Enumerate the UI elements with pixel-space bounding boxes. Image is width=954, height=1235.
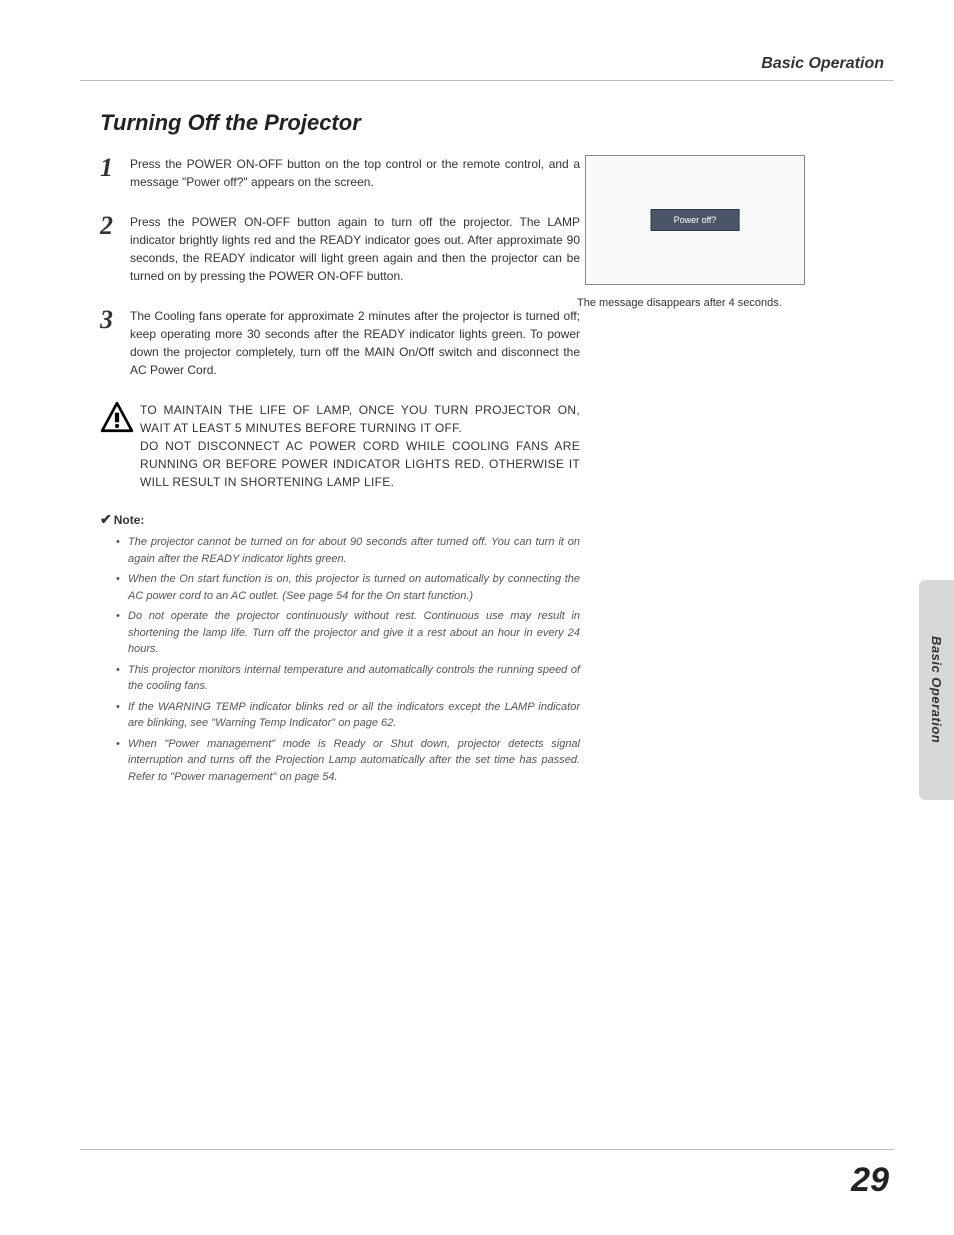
warning-line-2: DO NOT DISCONNECT AC POWER CORD WHILE CO… — [140, 439, 580, 489]
note-item: If the WARNING TEMP indicator blinks red… — [128, 699, 580, 732]
step-number: 3 — [100, 307, 130, 379]
figure: Power off? The message disappears after … — [575, 155, 815, 309]
note-heading-text: Note: — [114, 513, 145, 527]
note-item: Do not operate the projector continuousl… — [128, 608, 580, 658]
step-text: Press the POWER ON-OFF button on the top… — [130, 155, 580, 191]
header-section-label: Basic Operation — [761, 55, 884, 73]
page: Basic Operation Turning Off the Projecto… — [0, 0, 954, 1235]
power-off-dialog: Power off? — [651, 209, 740, 231]
step-number: 1 — [100, 155, 130, 191]
top-rule — [80, 80, 894, 81]
note-item: This projector monitors internal tempera… — [128, 662, 580, 695]
step-2: 2 Press the POWER ON-OFF button again to… — [100, 213, 580, 285]
bottom-rule — [80, 1149, 894, 1150]
note-item: When the On start function is on, this p… — [128, 571, 580, 604]
warning-block: TO MAINTAIN THE LIFE OF LAMP, ONCE YOU T… — [100, 401, 580, 491]
note-list: The projector cannot be turned on for ab… — [100, 534, 580, 785]
side-tab-label: Basic Operation — [929, 636, 944, 743]
note-heading: ✔Note: — [100, 511, 580, 528]
warning-text: TO MAINTAIN THE LIFE OF LAMP, ONCE YOU T… — [140, 401, 580, 491]
screen-illustration: Power off? — [585, 155, 805, 285]
note-item: When "Power management" mode is Ready or… — [128, 736, 580, 786]
checkmark-icon: ✔ — [100, 511, 112, 527]
figure-caption: The message disappears after 4 seconds. — [575, 297, 815, 309]
note-item: The projector cannot be turned on for ab… — [128, 534, 580, 567]
main-content: 1 Press the POWER ON-OFF button on the t… — [100, 155, 580, 789]
step-1: 1 Press the POWER ON-OFF button on the t… — [100, 155, 580, 191]
page-title: Turning Off the Projector — [100, 110, 361, 136]
warning-line-1: TO MAINTAIN THE LIFE OF LAMP, ONCE YOU T… — [140, 403, 580, 435]
step-3: 3 The Cooling fans operate for approxima… — [100, 307, 580, 379]
warning-icon — [100, 401, 140, 491]
step-text: The Cooling fans operate for approximate… — [130, 307, 580, 379]
side-tab: Basic Operation — [919, 580, 954, 800]
step-text: Press the POWER ON-OFF button again to t… — [130, 213, 580, 285]
page-number: 29 — [851, 1161, 889, 1200]
step-number: 2 — [100, 213, 130, 285]
